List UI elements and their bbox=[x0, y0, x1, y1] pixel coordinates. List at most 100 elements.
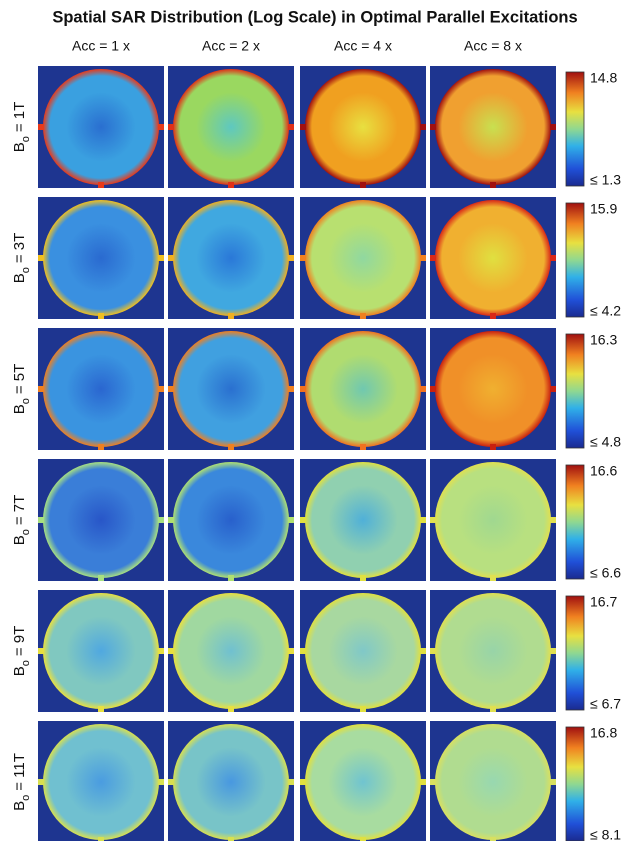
feed-port bbox=[430, 779, 436, 785]
sar-map bbox=[173, 331, 289, 447]
sar-map bbox=[43, 724, 159, 840]
feed-port bbox=[228, 575, 234, 581]
feed-port bbox=[158, 648, 164, 654]
feed-port bbox=[360, 706, 366, 712]
feed-port bbox=[98, 182, 104, 188]
row-label-subscript: o bbox=[20, 660, 32, 666]
column-header: Acc = 4 x bbox=[334, 38, 392, 54]
feed-port bbox=[430, 386, 436, 392]
feed-port bbox=[158, 255, 164, 261]
sar-map bbox=[435, 200, 551, 316]
colorbar-min-label: ≤ 1.3 bbox=[590, 172, 621, 188]
sar-map bbox=[305, 200, 421, 316]
feed-port bbox=[228, 182, 234, 188]
feed-port bbox=[158, 779, 164, 785]
feed-port bbox=[550, 517, 556, 523]
row-label-field: = 11T bbox=[11, 753, 28, 791]
sar-map bbox=[173, 724, 289, 840]
feed-port bbox=[550, 779, 556, 785]
row-label-field: = 3T bbox=[11, 233, 28, 263]
feed-port bbox=[38, 648, 44, 654]
feed-port bbox=[228, 313, 234, 319]
row-label-symbol: B bbox=[11, 142, 28, 152]
colorbar bbox=[565, 71, 585, 187]
row-label-field: = 7T bbox=[11, 495, 28, 525]
sar-map bbox=[435, 724, 551, 840]
sar-map bbox=[43, 69, 159, 185]
feed-port bbox=[228, 444, 234, 450]
column-header: Acc = 1 x bbox=[72, 38, 130, 54]
sar-map bbox=[435, 462, 551, 578]
feed-port bbox=[38, 255, 44, 261]
feed-port bbox=[288, 386, 294, 392]
colorbar-max-label: 15.9 bbox=[590, 201, 617, 217]
colorbar-min-label: ≤ 4.8 bbox=[590, 434, 621, 450]
feed-port bbox=[300, 648, 306, 654]
feed-port bbox=[420, 779, 426, 785]
colorbar-max-label: 16.6 bbox=[590, 463, 617, 479]
sar-map bbox=[435, 69, 551, 185]
feed-port bbox=[490, 182, 496, 188]
feed-port bbox=[158, 124, 164, 130]
feed-port bbox=[490, 706, 496, 712]
feed-port bbox=[430, 648, 436, 654]
feed-port bbox=[288, 255, 294, 261]
colorbar bbox=[565, 202, 585, 318]
feed-port bbox=[288, 124, 294, 130]
row-label: Bo = 3T bbox=[11, 233, 32, 284]
feed-port bbox=[550, 386, 556, 392]
feed-port bbox=[98, 313, 104, 319]
feed-port bbox=[288, 648, 294, 654]
sar-map bbox=[305, 69, 421, 185]
feed-port bbox=[288, 779, 294, 785]
row-label: Bo = 5T bbox=[11, 364, 32, 415]
colorbar bbox=[565, 726, 585, 841]
row-label-subscript: o bbox=[20, 136, 32, 142]
feed-port bbox=[550, 648, 556, 654]
colorbar-min-label: ≤ 6.7 bbox=[590, 696, 621, 712]
row-label-subscript: o bbox=[20, 398, 32, 404]
feed-port bbox=[228, 837, 234, 841]
feed-port bbox=[420, 124, 426, 130]
feed-port bbox=[38, 124, 44, 130]
feed-port bbox=[300, 124, 306, 130]
feed-port bbox=[98, 706, 104, 712]
feed-port bbox=[360, 575, 366, 581]
feed-port bbox=[228, 706, 234, 712]
colorbar-max-label: 16.8 bbox=[590, 725, 617, 741]
sar-map bbox=[173, 593, 289, 709]
feed-port bbox=[420, 255, 426, 261]
row-label-subscript: o bbox=[20, 529, 32, 535]
colorbar-min-label: ≤ 6.6 bbox=[590, 565, 621, 581]
row-label-symbol: B bbox=[11, 273, 28, 283]
feed-port bbox=[490, 837, 496, 841]
column-header: Acc = 2 x bbox=[202, 38, 260, 54]
feed-port bbox=[38, 517, 44, 523]
colorbar bbox=[565, 333, 585, 449]
feed-port bbox=[38, 779, 44, 785]
feed-port bbox=[98, 837, 104, 841]
colorbar-min-label: ≤ 8.1 bbox=[590, 827, 621, 841]
feed-port bbox=[550, 124, 556, 130]
feed-port bbox=[168, 648, 174, 654]
sar-map bbox=[305, 724, 421, 840]
row-label-subscript: o bbox=[20, 795, 32, 801]
row-label-field: = 9T bbox=[11, 626, 28, 656]
feed-port bbox=[490, 313, 496, 319]
feed-port bbox=[490, 444, 496, 450]
feed-port bbox=[300, 386, 306, 392]
colorbar-max-label: 14.8 bbox=[590, 70, 617, 86]
colorbar bbox=[565, 595, 585, 711]
sar-map bbox=[43, 462, 159, 578]
feed-port bbox=[360, 313, 366, 319]
sar-map bbox=[43, 331, 159, 447]
feed-port bbox=[360, 444, 366, 450]
row-label: Bo = 1T bbox=[11, 102, 32, 153]
feed-port bbox=[168, 386, 174, 392]
feed-port bbox=[490, 575, 496, 581]
feed-port bbox=[430, 255, 436, 261]
feed-port bbox=[98, 444, 104, 450]
feed-port bbox=[420, 517, 426, 523]
feed-port bbox=[168, 779, 174, 785]
